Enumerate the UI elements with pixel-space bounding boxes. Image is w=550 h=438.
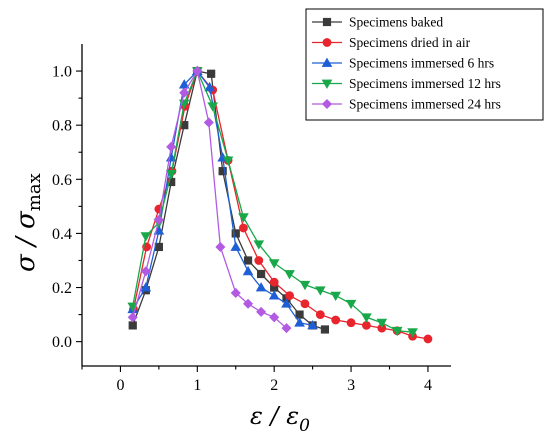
data-point: [242, 265, 254, 276]
series-5: [127, 66, 292, 334]
y-tick-label: 0.8: [52, 118, 72, 135]
data-point: [179, 87, 190, 98]
legend-label: Specimens immersed 24 hrs: [349, 97, 501, 112]
data-point: [222, 156, 234, 166]
legend-marker: [321, 79, 333, 89]
data-point: [243, 256, 253, 265]
data-point: [238, 213, 249, 223]
data-point: [253, 240, 265, 250]
data-point: [331, 315, 341, 325]
legend: Specimens baked Specimens dried in air Spe…: [305, 8, 544, 121]
legend-item: Specimens immersed 12 hrs: [312, 76, 501, 91]
data-point: [268, 290, 280, 300]
data-point: [285, 291, 294, 301]
data-point: [207, 102, 219, 112]
data-point: [330, 291, 342, 302]
data-point: [204, 81, 215, 92]
data-point: [166, 141, 177, 152]
data-point: [165, 169, 177, 180]
data-point: [281, 323, 292, 334]
y-tick-label: 0.6: [52, 172, 72, 189]
series-layer: [127, 65, 433, 344]
legend-item: Specimens immersed 24 hrs: [312, 97, 501, 112]
x-tick-label: 2: [270, 377, 278, 394]
data-point: [346, 318, 356, 328]
series-line: [132, 70, 313, 327]
y-tick-label: 1.0: [52, 64, 72, 81]
data-point: [307, 320, 318, 330]
data-point: [284, 270, 295, 280]
data-point: [315, 310, 325, 319]
data-point: [239, 223, 248, 233]
x-tick-label: 4: [424, 377, 432, 394]
legend-label: Specimens baked: [349, 15, 443, 30]
data-point: [140, 232, 152, 242]
data-point: [243, 298, 254, 309]
data-point: [255, 282, 267, 292]
data-point: [294, 317, 305, 327]
data-point: [295, 310, 304, 319]
x-axis-title: ε / ε0: [250, 402, 310, 436]
data-point: [345, 299, 357, 310]
data-point: [257, 269, 266, 279]
data-point: [281, 298, 292, 308]
data-point: [391, 326, 403, 337]
legend-marker: [321, 98, 333, 110]
data-point: [153, 214, 164, 225]
y-tick-label: 0.4: [52, 226, 72, 243]
legend-item: Specimens dried in air: [312, 35, 471, 50]
legend-box: [305, 8, 544, 121]
data-point: [256, 306, 267, 317]
data-point: [376, 318, 388, 329]
legend-marker: [322, 38, 332, 47]
x-tick-label: 0: [116, 377, 124, 394]
series-3: [127, 65, 318, 330]
data-point: [140, 266, 151, 277]
data-point: [269, 277, 279, 287]
data-point: [218, 167, 227, 176]
y-tick-label: 0.0: [52, 334, 72, 351]
data-point: [407, 328, 418, 338]
legend-item: Specimens baked: [312, 15, 443, 30]
data-point: [215, 241, 226, 252]
data-point: [192, 66, 203, 77]
data-point: [320, 325, 330, 334]
data-point: [230, 287, 241, 298]
data-point: [314, 286, 326, 296]
axis-ticks: 0 1 2 3 4 0.0 0.2 0.4 0.6 0.8 1.0: [52, 64, 432, 394]
data-point: [268, 259, 280, 269]
data-point: [423, 334, 433, 344]
data-point: [231, 229, 240, 238]
legend-label: Specimens dried in air: [349, 35, 471, 50]
data-point: [207, 69, 216, 78]
data-point: [203, 117, 214, 128]
data-point: [128, 321, 137, 330]
data-point: [300, 299, 310, 309]
data-point: [127, 312, 138, 323]
y-tick-label: 0.2: [52, 280, 72, 297]
legend-label: Specimens immersed 6 hrs: [349, 56, 494, 71]
data-point: [269, 312, 280, 323]
y-axis-title: σ / σmax: [11, 173, 45, 272]
data-point: [254, 256, 264, 265]
legend-marker: [322, 17, 332, 27]
x-tick-label: 1: [193, 377, 201, 394]
data-point: [230, 241, 242, 251]
data-point: [299, 280, 311, 291]
data-point: [361, 313, 372, 323]
x-tick-label: 3: [347, 377, 355, 394]
legend-label: Specimens immersed 12 hrs: [349, 76, 501, 91]
legend-item: Specimens immersed 6 hrs: [312, 56, 494, 71]
data-point: [140, 282, 152, 292]
legend-marker: [321, 57, 333, 67]
